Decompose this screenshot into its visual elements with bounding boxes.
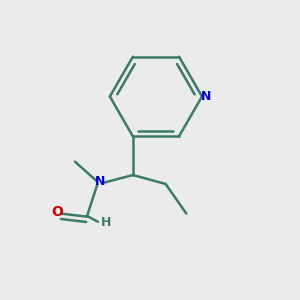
Text: O: O <box>51 205 63 219</box>
Text: H: H <box>101 216 111 229</box>
Text: N: N <box>95 175 105 188</box>
Text: N: N <box>201 90 211 103</box>
